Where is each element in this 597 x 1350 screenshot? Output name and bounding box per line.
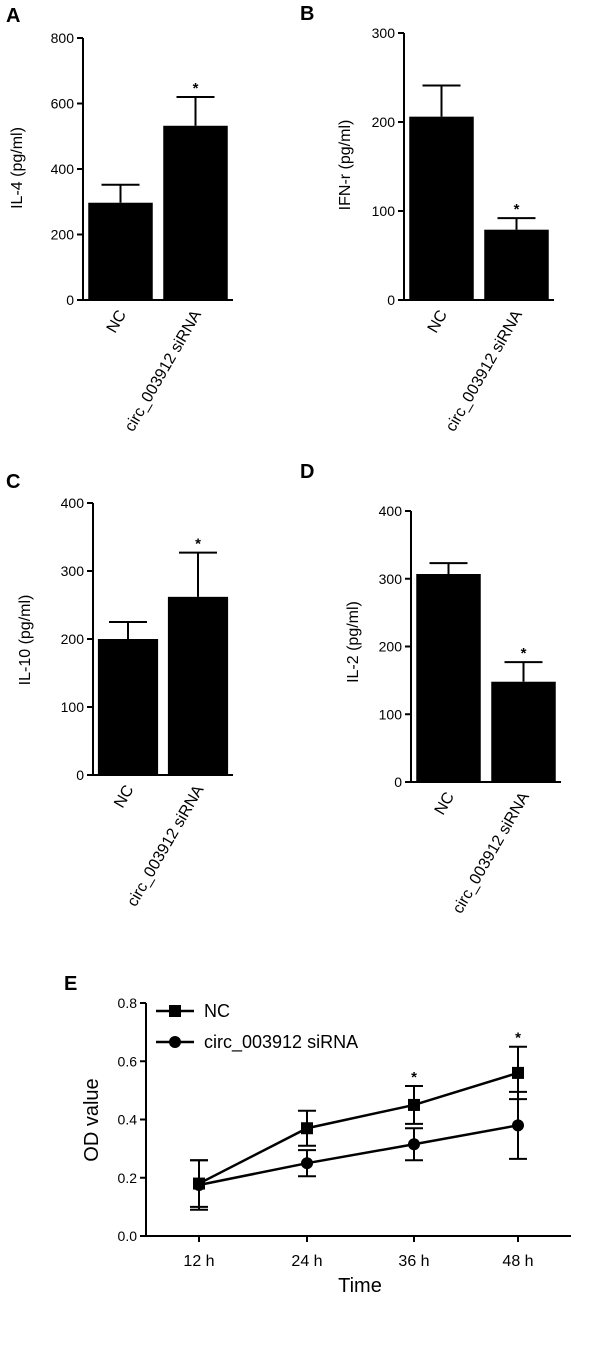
y-tick-label: 600 <box>51 96 75 112</box>
x-tick-label: 12 h <box>183 1253 214 1270</box>
y-tick-label: 100 <box>379 706 403 722</box>
line-panel-e: E 0.0 0.2 0.4 0.6 0.8 OD value 12 h 24 h 36 h 48 h… <box>64 973 571 1297</box>
y-tick-label: 400 <box>379 503 403 519</box>
data-point <box>512 1066 524 1079</box>
bar <box>484 229 549 300</box>
bar <box>97 639 159 775</box>
x-tick-label: 48 h <box>502 1253 533 1270</box>
y-tick-label: 0.6 <box>118 1053 138 1069</box>
significance-marker: * <box>514 201 520 218</box>
bar-panel-a: A 0 200 400 600 800 IL-4 (pg/ml) NC * circ_003912… <box>6 5 233 435</box>
y-tick-label: 0.8 <box>118 995 138 1011</box>
x-category-label: circ_003912 siRNA <box>443 307 526 434</box>
y-tick-label: 0.2 <box>118 1170 138 1186</box>
panel-letter: E <box>64 973 77 995</box>
bar-panel-c: C 0 100 200 300 400 IL-10 (pg/ml) NC * circ_00391… <box>6 471 233 910</box>
x-category-label: circ_003912 siRNA <box>450 789 533 916</box>
x-axis-label: Time <box>338 1275 382 1297</box>
y-axis-label: OD value <box>81 1078 103 1161</box>
significance-marker: * <box>411 1069 417 1086</box>
y-tick-label: 300 <box>372 25 396 41</box>
y-tick-label: 100 <box>61 699 85 715</box>
y-tick-label: 200 <box>51 227 75 243</box>
x-category-label: NC <box>425 308 451 337</box>
significance-marker: * <box>193 80 199 97</box>
x-tick-label: 24 h <box>291 1253 322 1270</box>
bar <box>409 116 474 300</box>
x-tick-label: 36 h <box>398 1253 429 1270</box>
panel-letter: B <box>300 3 314 25</box>
legend-label: NC <box>204 1001 230 1021</box>
y-tick-label: 300 <box>379 571 403 587</box>
y-tick-label: 300 <box>61 563 85 579</box>
series-line <box>198 1124 519 1187</box>
x-category-label: NC <box>432 790 458 819</box>
y-axis-label: IFN-r (pg/ml) <box>337 120 354 211</box>
y-axis-label: IL-10 (pg/ml) <box>17 595 34 686</box>
y-tick-label: 200 <box>61 631 85 647</box>
x-category-label: circ_003912 siRNA <box>122 307 205 434</box>
data-point <box>193 1179 205 1192</box>
y-axis-label: IL-2 (pg/ml) <box>345 601 362 683</box>
y-tick-label: 800 <box>51 30 75 46</box>
significance-marker: * <box>195 536 201 553</box>
y-tick-label: 0.4 <box>118 1112 138 1128</box>
series-circ-003912-sirna <box>190 1090 527 1211</box>
bar <box>416 574 481 782</box>
x-category-label: NC <box>111 783 137 812</box>
y-tick-label: 0 <box>394 774 402 790</box>
series-line <box>198 1071 519 1185</box>
y-tick-label: 400 <box>61 495 85 511</box>
y-tick-label: 0 <box>66 292 74 308</box>
panel-letter: C <box>6 471 20 493</box>
data-point <box>301 1157 313 1170</box>
bar-panel-b: B 0 100 200 300 IFN-r (pg/ml) NC * circ_003912 s… <box>300 3 554 435</box>
data-point <box>512 1119 524 1132</box>
y-tick-label: 0.0 <box>118 1228 138 1244</box>
bar-panel-d: D 0 100 200 300 400 IL-2 (pg/ml) NC * circ_003912… <box>300 461 561 917</box>
x-category-label: NC <box>104 308 130 337</box>
y-tick-label: 0 <box>76 767 84 783</box>
legend-label: circ_003912 siRNA <box>204 1032 358 1053</box>
bar <box>491 681 556 782</box>
panel-letter: A <box>6 5 20 27</box>
legend: NC circ_003912 siRNA <box>156 1001 358 1053</box>
significance-marker: * <box>515 1030 521 1047</box>
x-category-label: circ_003912 siRNA <box>124 782 207 909</box>
bar <box>167 596 229 775</box>
bar <box>88 202 153 300</box>
y-axis-label: IL-4 (pg/ml) <box>9 127 26 209</box>
legend-marker <box>169 1005 181 1017</box>
y-tick-label: 200 <box>379 639 403 655</box>
legend-marker <box>169 1036 181 1048</box>
series-nc <box>190 1045 527 1208</box>
bar <box>163 125 228 301</box>
data-point <box>301 1122 313 1135</box>
data-point <box>408 1138 420 1151</box>
y-tick-label: 200 <box>372 114 396 130</box>
y-tick-label: 400 <box>51 161 75 177</box>
data-point <box>408 1098 420 1111</box>
panel-letter: D <box>300 461 314 483</box>
y-tick-label: 0 <box>387 292 395 308</box>
significance-marker: * <box>521 645 527 662</box>
y-tick-label: 100 <box>372 203 396 219</box>
